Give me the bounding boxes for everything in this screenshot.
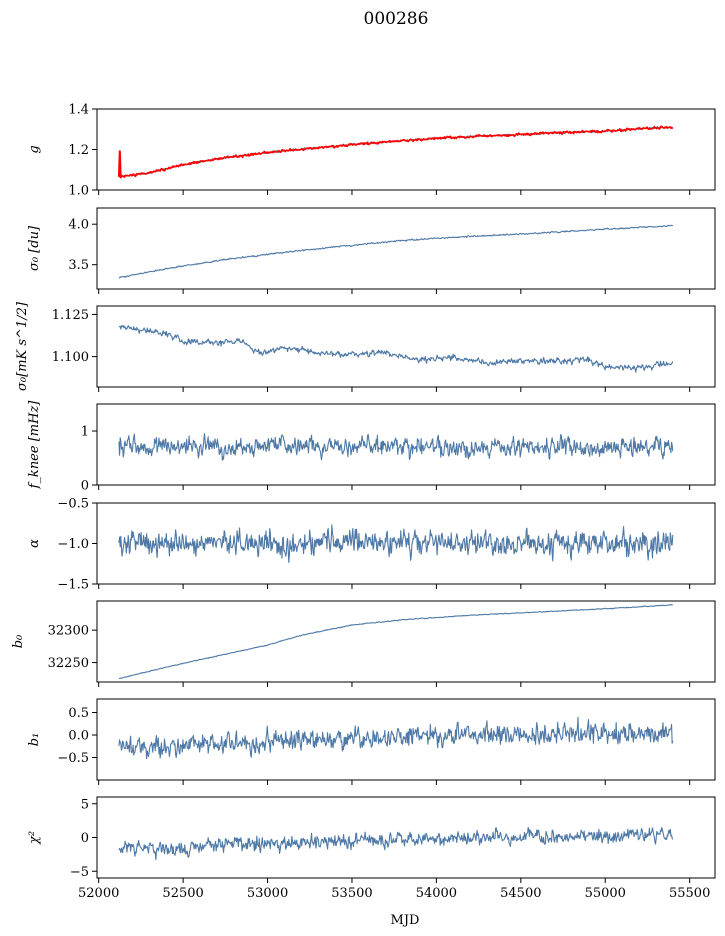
y-tick-label-8-0: −5 (70, 865, 89, 880)
x-tick-label-6: 55000 (585, 886, 626, 901)
y-tick-label-5-0: −1.5 (57, 578, 89, 593)
series-line-6-1 (118, 604, 673, 680)
y-tick-label-5-2: −0.5 (57, 497, 89, 512)
series-line-1-1 (118, 126, 673, 178)
y-tick-label-3-0: 1.100 (52, 350, 89, 365)
y-tick-label-1-0: 1.0 (68, 184, 89, 199)
panel-8: −5 0 5 52000 52500 53000 53500 54000 54500 55000 5… (27, 796, 716, 901)
panel-frame-4 (96, 403, 716, 486)
panel-1: 1.0 1.2 1.4 g (27, 103, 716, 199)
x-tick-label-1: 52500 (162, 886, 203, 901)
series-line-1-2 (118, 125, 674, 179)
y-axis-label-4: f_knee [mHz] (27, 400, 42, 490)
y-axis-label-6: b₀ (11, 634, 26, 648)
x-tick-label-4: 54000 (416, 886, 457, 901)
panel-3: 1.100 1.125 σ₀[mK s^1/2] (15, 301, 716, 392)
panel-frame-1 (96, 108, 716, 191)
y-axis-label-5: α (27, 539, 42, 548)
y-tick-label-2-1: 4.0 (68, 218, 89, 233)
y-tick-label-7-2: 0.5 (68, 706, 89, 721)
y-tick-label-2-0: 3.5 (68, 258, 89, 273)
series-spike-1 (117, 150, 122, 177)
panel-4: 0 1 f_knee [mHz] (27, 400, 716, 494)
y-tick-label-8-2: 5 (81, 797, 89, 812)
panel-frame-6 (96, 600, 716, 683)
series-line-4-1 (118, 433, 674, 461)
y-tick-label-5-1: −1.0 (57, 537, 89, 552)
x-tick-label-0: 52000 (78, 886, 119, 901)
y-tick-label-7-1: 0.0 (68, 729, 89, 744)
panels: 1.0 1.2 1.4 g 3.5 4.0 σ₀ [du] 1.100 1.125 σ₀[mK s… (11, 103, 716, 901)
y-tick-label-6-0: 32250 (48, 656, 89, 671)
y-tick-label-8-1: 0 (81, 831, 89, 846)
y-tick-label-1-1: 1.2 (68, 143, 89, 158)
x-axis-label: MJD (391, 913, 420, 928)
y-axis-label-7: b₁ (27, 733, 42, 747)
panel-7: −0.5 0.0 0.5 b₁ (27, 698, 716, 785)
y-tick-label-1-2: 1.4 (68, 103, 89, 118)
x-tick-label-2: 53000 (247, 886, 288, 901)
panel-frame-7 (96, 698, 716, 781)
y-axis-label-3: σ₀[mK s^1/2] (15, 301, 30, 391)
series-line-2-1 (118, 224, 674, 279)
x-tick-label-7: 55500 (669, 886, 710, 901)
y-tick-label-3-1: 1.125 (52, 308, 89, 323)
x-tick-label-5: 54500 (500, 886, 541, 901)
series-line-8-1 (118, 826, 674, 861)
panel-frame-3 (96, 305, 716, 388)
y-axis-label-1: g (27, 145, 42, 153)
panel-2: 3.5 4.0 σ₀ [du] (27, 207, 716, 294)
figure-title: 000286 (364, 9, 429, 29)
y-tick-label-6-1: 32300 (48, 624, 89, 639)
series-line-3-1 (118, 325, 674, 373)
panel-frame-2 (96, 207, 716, 290)
y-axis-label-8: χ² (27, 831, 42, 845)
series-line-5-1 (118, 524, 674, 563)
y-tick-label-4-0: 0 (81, 479, 89, 494)
series-line-7-1 (118, 716, 674, 760)
x-tick-label-3: 53500 (331, 886, 372, 901)
panel-6: 32250 32300 b₀ (11, 600, 716, 687)
y-tick-label-7-0: −0.5 (57, 751, 89, 766)
y-axis-label-2: σ₀ [du] (27, 225, 42, 271)
panel-5: −1.5 −1.0 −0.5 α (27, 497, 716, 593)
y-tick-label-4-1: 1 (81, 425, 89, 440)
